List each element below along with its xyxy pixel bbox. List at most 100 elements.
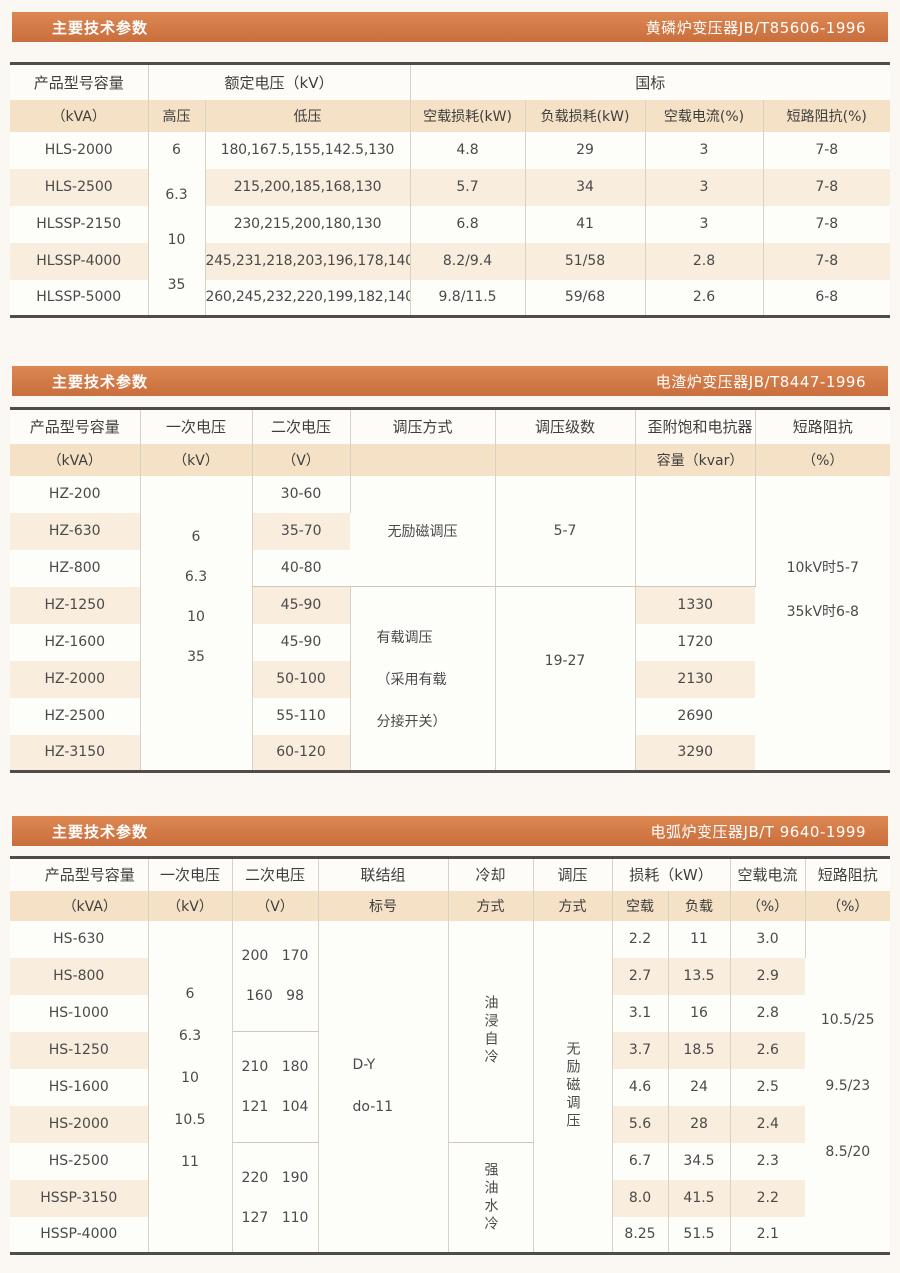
primary-voltage-value: 6.3 xyxy=(178,1028,202,1045)
load-loss-cell: 18.5 xyxy=(668,1031,731,1069)
impedance-values: 10.5/25 9.5/23 8.5/20 xyxy=(806,921,891,1252)
primary-voltage-value: 6.3 xyxy=(184,568,208,585)
section-banner: 主要技术参数 电弧炉变压器JB/T 9640-1999 xyxy=(12,816,888,846)
header-loss: 损耗（kW） xyxy=(612,857,731,891)
noload-loss-cell: 6.7 xyxy=(612,1142,669,1180)
table-row: HZ-1250 45-90 有载调压 （采用有载 分接开关） 19-27 133… xyxy=(10,586,890,772)
header-reactor-unit: 容量（kvar） xyxy=(635,443,756,476)
header-primary-voltage: 一次电压 xyxy=(148,857,233,891)
header-secondary-unit: （V） xyxy=(252,443,351,476)
noload-loss-cell: 9.8/11.5 xyxy=(410,279,526,317)
noload-loss-cell: 5.6 xyxy=(612,1105,669,1143)
header-lv: 低压 xyxy=(205,99,411,132)
noload-loss-cell: 4.8 xyxy=(410,131,526,169)
header-loss-load: 负载 xyxy=(668,890,731,921)
load-loss-cell: 51.5 xyxy=(668,1216,731,1254)
primary-voltage-merged-cell: 6 6.3 10 35 xyxy=(140,475,253,772)
table-row: HZ-630 35-70 xyxy=(10,512,890,550)
primary-voltage-merged-cell: 6 6.3 10 10.5 11 xyxy=(148,920,233,1254)
impedance-merged-cell: 10.5/25 9.5/23 8.5/20 xyxy=(805,920,891,1254)
header-regulation: 调压 xyxy=(533,857,613,891)
header-national-standard: 国标 xyxy=(410,63,891,100)
load-loss-cell: 28 xyxy=(668,1105,731,1143)
reactor-capacity-cell: 2690 xyxy=(677,708,714,724)
section-electroslag-furnace: 主要技术参数 电渣炉变压器JB/T8447-1996 产品型号容量 一次电压 二… xyxy=(10,366,890,773)
load-loss-cell: 13.5 xyxy=(668,957,731,995)
header-impedance: 短路阻抗 xyxy=(755,408,890,444)
spacer xyxy=(10,396,890,407)
noload-loss-cell: 6.8 xyxy=(410,205,526,243)
header-model: 产品型号容量 xyxy=(10,408,141,444)
secondary-voltage-group: 200 170 160 98 xyxy=(233,923,318,1028)
lv-cell: 215,200,185,168,130 xyxy=(205,168,411,206)
table-row: HZ-2500 55-110 2690 xyxy=(10,697,890,735)
secondary-voltage-cell: 45-90 xyxy=(252,623,351,661)
secondary-voltage-cell: 50-100 xyxy=(252,660,351,698)
lv-cell: 230,215,200,180,130 xyxy=(205,205,411,243)
primary-voltage-value: 10 xyxy=(181,1070,199,1087)
hv-value: 10 xyxy=(167,231,186,248)
secondary-voltage-cell: 35-70 xyxy=(252,512,350,550)
primary-voltage-value: 10.5 xyxy=(174,1112,206,1129)
table-row: HSSP-3150 8.0 41.5 2.2 xyxy=(10,1179,890,1217)
secondary-voltage-pair: 127 110 xyxy=(241,1209,309,1226)
section-banner: 主要技术参数 电渣炉变压器JB/T8447-1996 xyxy=(12,366,888,396)
noload-loss-cell: 4.6 xyxy=(612,1068,669,1106)
regulation-mode-cell: 无励磁调压 xyxy=(350,475,496,587)
header-regulation-steps: 调压级数 xyxy=(495,408,636,444)
table-row: HS-2000 5.6 28 2.4 xyxy=(10,1105,890,1143)
params-table-phosphorus: 产品型号容量 额定电压（kV） 国标 （kVA） 高压 低压 空载损耗(kW) … xyxy=(10,62,891,318)
model-cell: HZ-800 xyxy=(10,549,141,587)
secondary-voltage-pair: 200 170 xyxy=(241,947,309,964)
banner-standard: 电弧炉变压器JB/T 9640-1999 xyxy=(650,822,866,841)
load-loss-cell: 51/58 xyxy=(525,242,646,280)
model-cell: HS-800 xyxy=(10,957,149,995)
table-row: HZ-3150 60-120 3290 xyxy=(10,734,890,772)
noload-current-cell: 3 xyxy=(645,168,764,206)
header-impedance: 短路阻抗 xyxy=(805,857,890,891)
header-noload-current: 空载电流 xyxy=(730,857,806,891)
secondary-voltage-group: 220 190 127 110 xyxy=(233,1145,318,1250)
reactor-capacity-cell: 1720 xyxy=(677,634,714,650)
model-cell: HLS-2500 xyxy=(10,168,149,206)
load-loss-cell: 16 xyxy=(668,994,731,1032)
reactor-capacity-cell: 3290 xyxy=(635,734,755,772)
noload-loss-cell: 8.0 xyxy=(612,1179,669,1217)
table-row: HSSP-4000 8.25 51.5 2.1 xyxy=(10,1216,890,1254)
impedance-merged-cell: 10kV时5-7 35kV时6-8 xyxy=(755,475,890,772)
vector-group-line: do-11 xyxy=(352,1099,394,1116)
banner-standard: 电渣炉变压器JB/T8447-1996 xyxy=(655,372,866,391)
vector-group-merged-cell: D-Y do-11 xyxy=(318,920,449,1254)
model-cell: HLSSP-4000 xyxy=(10,242,149,280)
header-model: 产品型号容量 xyxy=(10,63,149,100)
cooling-mode-text: 强油水冷 xyxy=(482,1161,499,1234)
header-regulation-mode: 调压方式 xyxy=(350,408,496,444)
header-load-loss: 负载损耗(kW) xyxy=(525,99,646,132)
load-loss-cell: 41 xyxy=(525,205,646,243)
regulation-mode-line: 分接开关） xyxy=(376,713,447,730)
model-cell: HS-2500 xyxy=(10,1142,149,1180)
header-secondary-voltage: 二次电压 xyxy=(232,857,319,891)
banner-title: 主要技术参数 xyxy=(52,822,149,841)
model-cell: HZ-1600 xyxy=(10,623,141,661)
vector-group-line: D-Y xyxy=(352,1057,376,1074)
noload-current-cell: 2.5 xyxy=(756,1079,779,1095)
header-regulation-unit: 方式 xyxy=(533,890,613,921)
header-noload-loss: 空载损耗(kW) xyxy=(410,99,526,132)
model-cell: HZ-1250 xyxy=(10,586,141,624)
hv-value: 35 xyxy=(167,276,186,293)
noload-loss-cell: 5.7 xyxy=(410,168,526,206)
primary-voltage-value: 10 xyxy=(187,608,205,625)
noload-current-cell: 3.0 xyxy=(730,920,806,958)
noload-loss-cell: 8.25 xyxy=(612,1216,669,1254)
model-cell: HSSP-4000 xyxy=(10,1216,149,1254)
load-loss-cell: 29 xyxy=(525,131,646,169)
header-noload-current-unit: （%） xyxy=(730,890,806,921)
secondary-voltage-group-cell: 210 180 121 104 xyxy=(232,1031,319,1143)
header-primary-unit: （kV） xyxy=(148,890,233,921)
regulation-mode: 无励磁调压 xyxy=(534,921,612,1252)
header-model-unit: （kVA） xyxy=(10,890,149,921)
model-cell: HSSP-3150 xyxy=(10,1179,149,1217)
load-loss-cell: 11 xyxy=(668,920,731,958)
table-row: HS-1600 4.6 24 2.5 xyxy=(10,1068,890,1106)
